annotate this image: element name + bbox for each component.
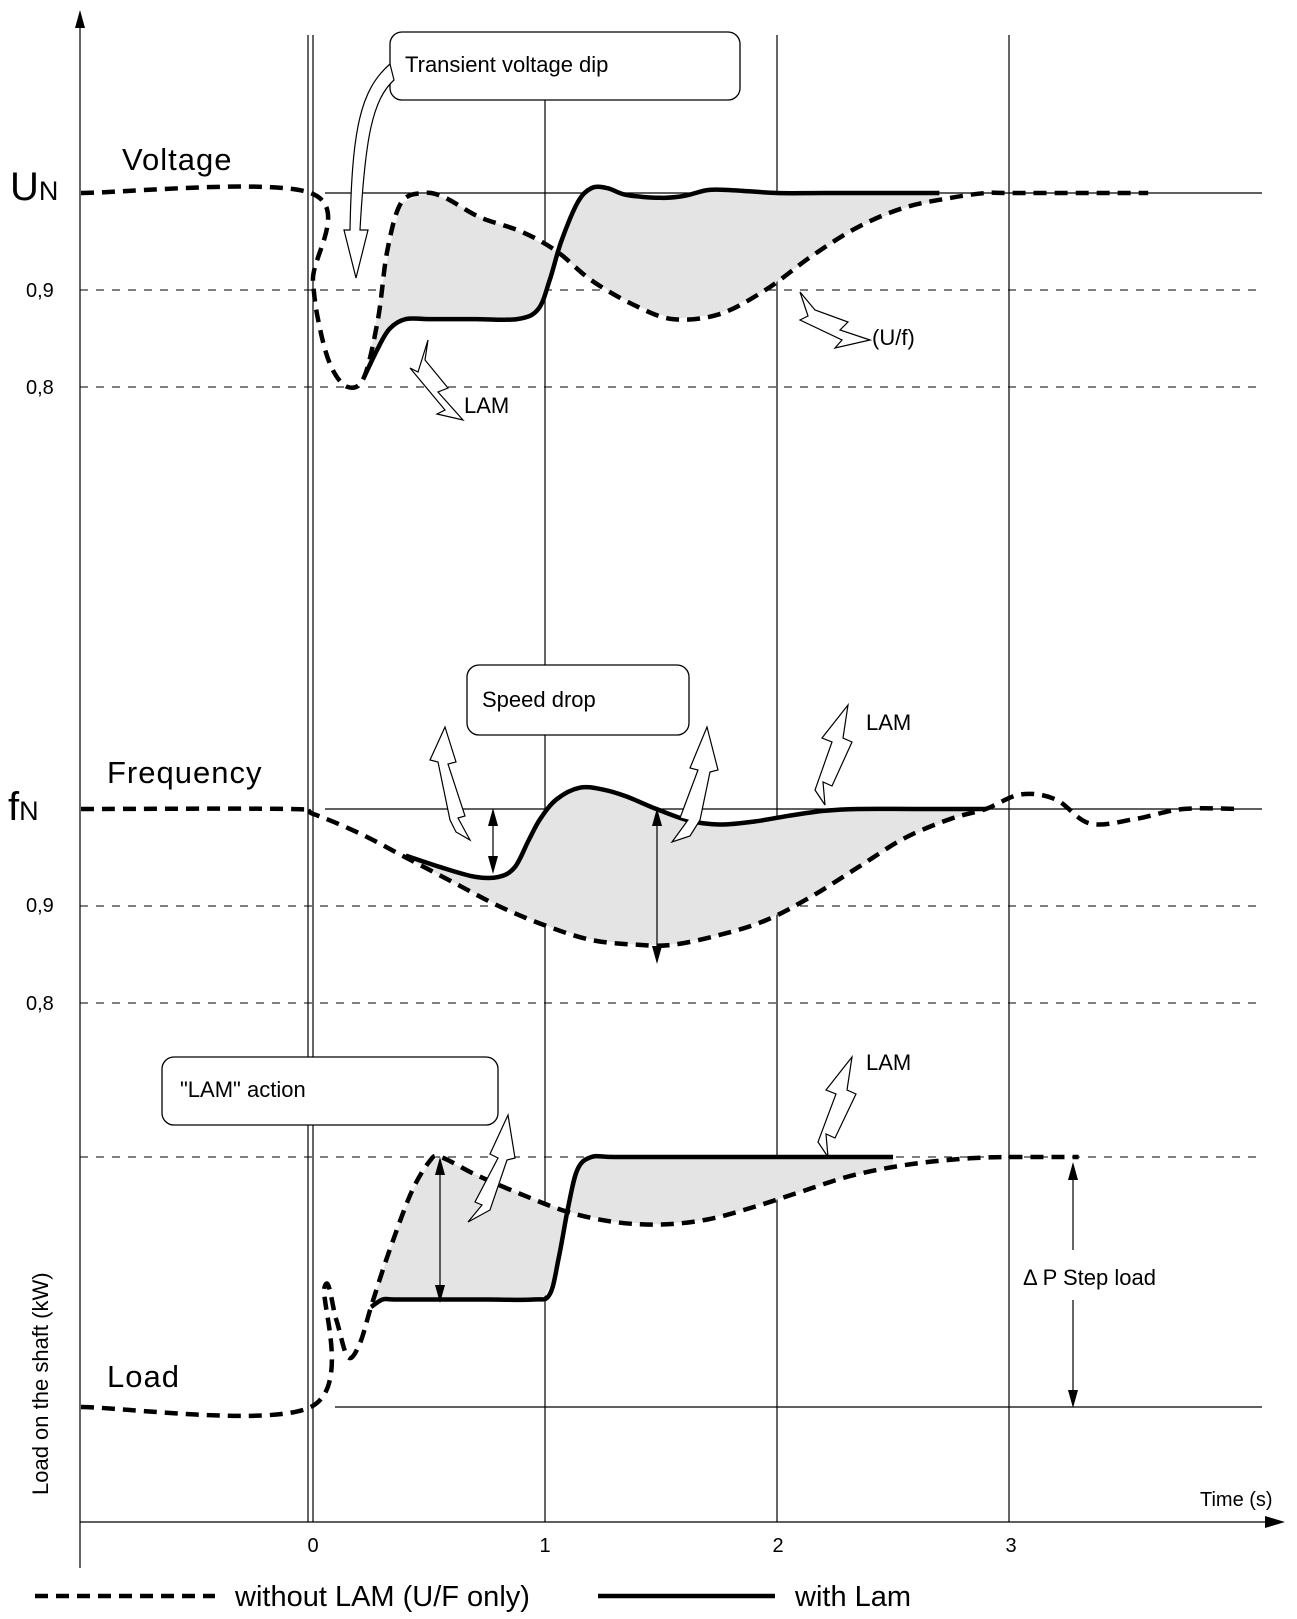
load-series-with-lam (369, 1153, 893, 1309)
callout-transient-voltage-dip: Transient voltage dip (389, 31, 741, 101)
pointer-arrow (343, 62, 395, 279)
callout-speed-drop: Speed drop (466, 664, 690, 736)
frequency-nominal-main: f (8, 785, 20, 829)
frequency-shaded-area (405, 787, 986, 945)
x-tick-label: 1 (539, 1535, 550, 1557)
legend-label-without-lam: without LAM (U/F only) (234, 1581, 530, 1613)
arrow-head (1068, 1162, 1078, 1180)
voltage-panel-title: Voltage (122, 142, 232, 177)
voltage-nominal-sub: N (39, 176, 59, 206)
shaded-difference-areas (364, 188, 986, 1307)
x-axis-arrowhead (1265, 1516, 1285, 1528)
x-tick-label: 2 (772, 1535, 783, 1557)
legend: without LAM (U/F only) with Lam (35, 1581, 911, 1613)
frequency-tick-0-9: 0,9 (26, 895, 54, 917)
voltage-series-without-lam (80, 184, 1149, 390)
arrow-head (488, 856, 498, 874)
x-tick-label: 0 (307, 1535, 318, 1557)
x-tick-labels: 0 1 2 3 (307, 1535, 1016, 1557)
voltage-shaded-area (364, 188, 940, 378)
frequency-series-without-lam (80, 791, 1242, 948)
voltage-nominal-label: UN (10, 165, 58, 209)
annotation-pointers (343, 62, 873, 1223)
voltage-series-with-lam (361, 184, 940, 379)
callout-text: Transient voltage dip (405, 52, 608, 77)
arrow-head (435, 1285, 445, 1303)
arrow-head (488, 808, 498, 826)
load-panel-title: Load (107, 1359, 180, 1394)
pointer-arrow (670, 725, 719, 844)
frequency-panel-labels: Frequency fN 0,9 0,8 (8, 755, 262, 1015)
voltage-panel-labels: Voltage UN 0,9 0,8 (10, 142, 232, 399)
voltage-uf-label: (U/f) (872, 325, 915, 350)
load-shaded-area (371, 1157, 893, 1307)
x-tick-label: 3 (1005, 1535, 1016, 1557)
frequency-panel-title: Frequency (107, 755, 262, 790)
axes (75, 10, 1285, 1568)
callout-text: "LAM" action (180, 1077, 306, 1102)
callout-lam-action: "LAM" action (161, 1056, 499, 1126)
pointer-arrow (814, 702, 853, 806)
voltage-lam-label: LAM (464, 393, 509, 418)
legend-label-with-lam: with Lam (794, 1581, 911, 1613)
voltage-tick-0-8: 0,8 (26, 377, 54, 399)
arrow-head (652, 946, 662, 964)
frequency-nominal-sub: N (19, 796, 39, 826)
y-axis-arrowhead (75, 10, 85, 28)
callout-text: Speed drop (482, 687, 596, 712)
curves (80, 184, 1242, 1419)
pointer-arrow (798, 291, 873, 349)
arrow-head (652, 808, 662, 826)
frequency-series-with-lam (405, 784, 986, 881)
y-axis-title: Load on the shaft (kW) (28, 1272, 53, 1495)
load-lam-label: LAM (866, 1050, 911, 1075)
voltage-nominal-main: U (10, 165, 39, 209)
arrow-head (435, 1157, 445, 1175)
pointer-arrow (409, 339, 465, 422)
pointer-arrow (467, 1112, 516, 1223)
frequency-lam-label: LAM (866, 710, 911, 735)
voltage-tick-0-9: 0,9 (26, 280, 54, 302)
x-axis-title: Time (s) (1200, 1489, 1273, 1511)
pointer-arrow (429, 725, 472, 842)
measurement-arrows (435, 808, 1078, 1408)
frequency-tick-0-8: 0,8 (26, 993, 54, 1015)
step-load-label: Δ P Step load (1023, 1265, 1156, 1290)
frequency-nominal-label: fN (8, 785, 39, 829)
arrow-head (1068, 1390, 1078, 1408)
pointer-arrow (817, 1054, 857, 1158)
